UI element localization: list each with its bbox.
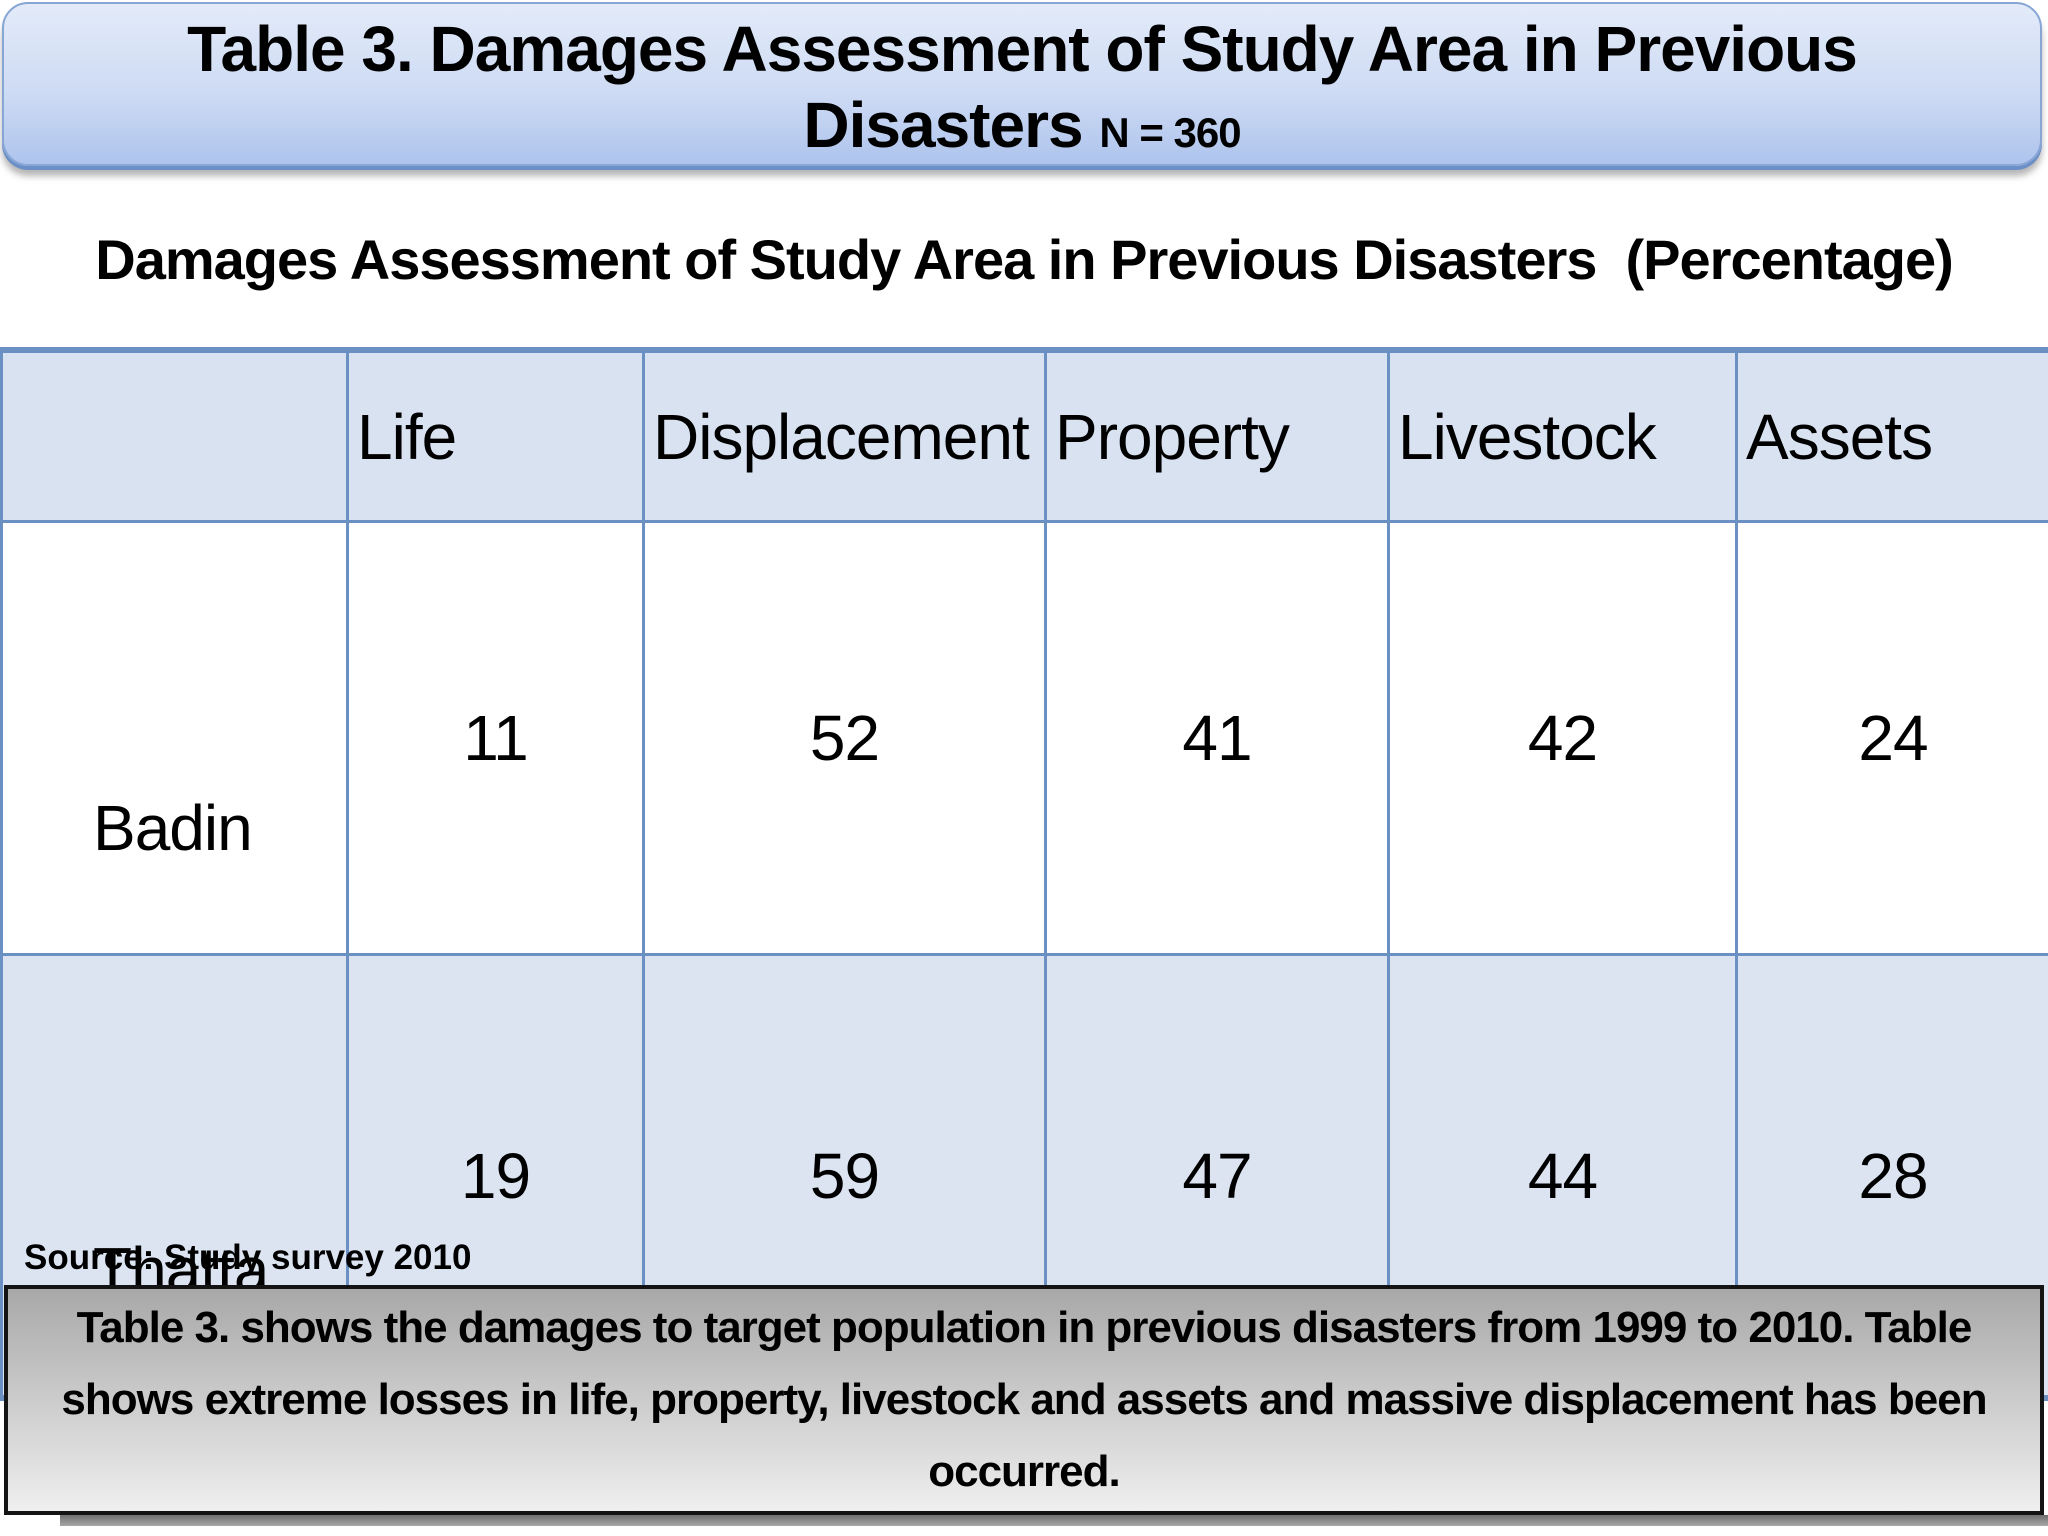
row-label-badin: Badin [0,520,349,956]
table-title-line2: Disasters N = 360 [4,87,2040,171]
cell-badin-life: 11 [346,520,645,956]
table-title-line1: Table 3. Damages Assessment of Study Are… [187,13,1858,85]
cell-badin-assets: 24 [1735,520,2048,956]
table-row-badin: Badin 11 52 41 42 24 [0,520,2048,956]
column-header-life: Life [346,348,645,523]
cell-badin-property: 41 [1044,520,1390,956]
table-subtitle: Damages Assessment of Study Area in Prev… [95,228,1954,291]
table-header-row: Life Displacement Property Livestock Ass… [0,348,2048,523]
column-header-blank [0,348,349,523]
table-title-banner: Table 3. Damages Assessment of Study Are… [2,2,2042,166]
source-note: Source: Study survey 2010 [24,1238,472,1277]
sample-size-label: N = 360 [1099,109,1241,156]
caption-text: Table 3. shows the damages to target pop… [61,1303,1987,1496]
caption-box: Table 3. shows the damages to target pop… [4,1285,2044,1515]
cell-badin-livestock: 42 [1387,520,1738,956]
column-header-assets: Assets [1735,348,2048,523]
column-header-livestock: Livestock [1387,348,1738,523]
column-header-property: Property [1044,348,1390,523]
cell-badin-displacement: 52 [642,520,1047,956]
table-title-disasters: Disasters [803,89,1083,161]
column-header-displacement: Displacement [642,348,1047,523]
caption-shadow [60,1515,2048,1526]
